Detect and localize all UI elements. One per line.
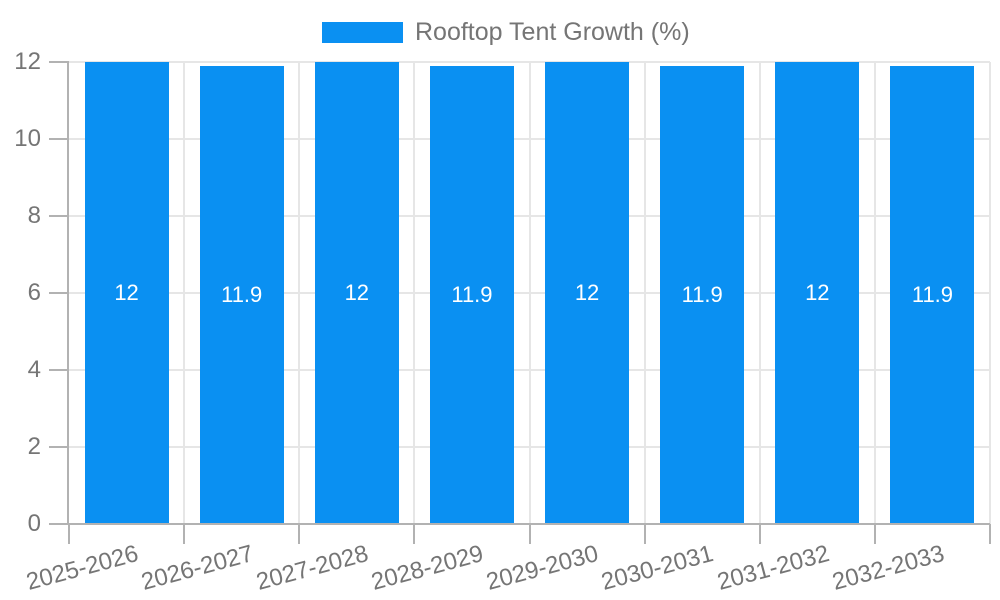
v-gridline <box>298 62 301 524</box>
y-tick <box>49 215 69 217</box>
x-tick <box>758 524 761 544</box>
x-tick-label: 2027-2028 <box>253 540 372 596</box>
x-tick <box>989 524 991 544</box>
legend-item[interactable]: Rooftop Tent Growth (%) <box>322 20 690 45</box>
bar-value-label: 11.9 <box>221 281 263 307</box>
x-tick <box>528 524 531 544</box>
x-tick <box>183 524 186 544</box>
bar[interactable] <box>545 62 630 524</box>
y-tick <box>49 292 69 294</box>
y-axis-line <box>67 62 69 524</box>
bar[interactable] <box>314 62 399 524</box>
y-tick-label: 2 <box>27 433 41 460</box>
x-tick-label: 2032-2033 <box>829 540 947 596</box>
bar-value-label: 11.9 <box>681 281 723 307</box>
y-tick <box>49 523 69 525</box>
legend-swatch <box>322 22 403 43</box>
bar-value-label: 12 <box>344 280 370 305</box>
v-gridline <box>758 62 761 524</box>
bar-value-label: 11.9 <box>451 281 493 307</box>
y-tick-label: 8 <box>27 202 41 229</box>
x-axis-line <box>67 523 990 525</box>
y-tick-label: 12 <box>14 48 41 75</box>
x-tick-label: 2028-2029 <box>368 540 487 596</box>
x-tick-label: 2025-2026 <box>23 540 142 596</box>
x-tick-label: 2030-2031 <box>598 540 717 596</box>
bar[interactable] <box>775 62 860 524</box>
y-tick <box>49 369 69 371</box>
y-tick-label: 0 <box>27 510 41 537</box>
y-tick <box>49 138 69 140</box>
x-tick-label: 2029-2030 <box>483 540 602 596</box>
v-gridline <box>989 62 991 524</box>
x-tick <box>68 524 70 544</box>
bar-value-label: 11.9 <box>911 281 954 307</box>
bar-value-label: 12 <box>805 280 830 305</box>
legend-label: Rooftop Tent Growth (%) <box>415 18 690 46</box>
bar[interactable] <box>84 62 169 524</box>
y-tick <box>49 61 69 63</box>
bar-value-label: 12 <box>574 280 600 305</box>
v-gridline <box>873 62 876 524</box>
x-tick-label: 2031-2032 <box>713 540 832 596</box>
v-gridline <box>528 62 531 524</box>
y-tick-label: 4 <box>27 356 41 383</box>
v-gridline <box>413 62 416 524</box>
bar-value-label: 12 <box>114 280 139 305</box>
x-tick <box>873 524 876 544</box>
x-tick <box>413 524 416 544</box>
y-tick-label: 10 <box>14 125 41 152</box>
bar[interactable] <box>199 65 284 524</box>
x-tick <box>298 524 301 544</box>
bar[interactable] <box>429 65 514 524</box>
v-gridline <box>183 62 186 524</box>
y-tick-label: 6 <box>27 279 41 306</box>
y-tick <box>49 446 69 448</box>
v-gridline <box>643 62 646 524</box>
x-tick <box>643 524 646 544</box>
x-tick-label: 2026-2027 <box>138 540 257 596</box>
bar[interactable] <box>890 65 975 524</box>
bar[interactable] <box>660 65 745 524</box>
